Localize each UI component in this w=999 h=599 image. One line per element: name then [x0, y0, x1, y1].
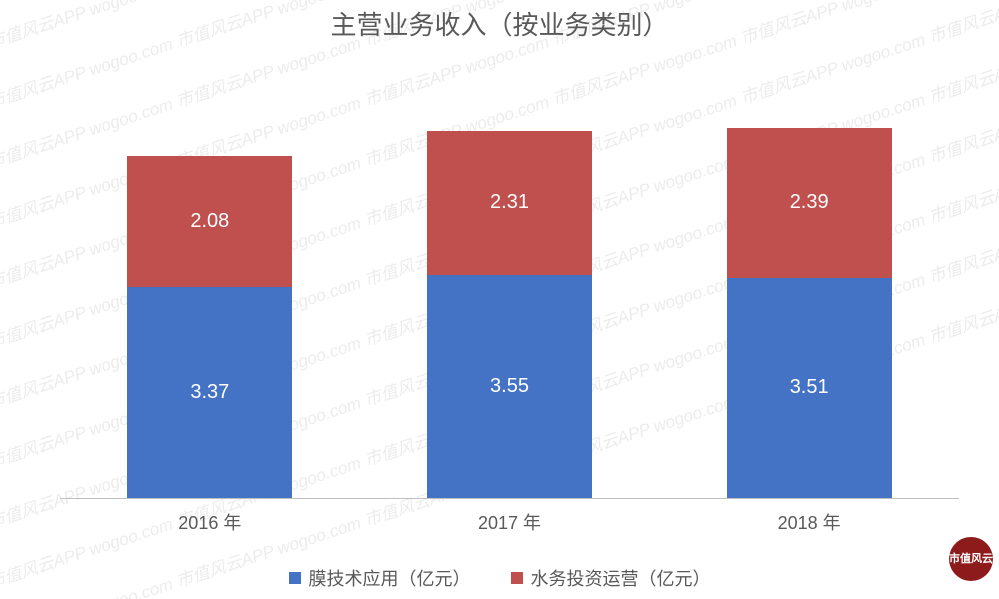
chart-container: 市值风云APP wogoo.com 市值风云APP wogoo.com 市值风云…	[0, 0, 999, 599]
bar-segment-1: 2.31	[427, 131, 592, 276]
plot-area: 3.37 2.08 3.55 2.31 3.51 2.39	[60, 60, 959, 499]
x-axis-label: 2017 年	[360, 509, 660, 535]
bar-segment-1: 2.08	[127, 156, 292, 286]
bar-value-label: 2.31	[490, 191, 529, 214]
bar-group-0: 3.37 2.08	[127, 156, 292, 498]
bar-value-label: 2.08	[190, 210, 229, 233]
bar-segment-0: 3.55	[427, 275, 592, 498]
legend-label: 水务投资运营（亿元）	[531, 565, 711, 591]
chart-title: 主营业务收入（按业务类别）	[0, 5, 999, 42]
legend-item-1: 水务投资运营（亿元）	[511, 565, 711, 591]
bar-group-2: 3.51 2.39	[727, 128, 892, 498]
bar-segment-1: 2.39	[727, 128, 892, 278]
legend-swatch	[511, 572, 523, 584]
bar-value-label: 3.55	[490, 375, 529, 398]
bar-value-label: 3.37	[190, 381, 229, 404]
legend-swatch	[289, 572, 301, 584]
logo-badge: 市值风云	[949, 537, 993, 581]
legend-item-0: 膜技术应用（亿元）	[289, 565, 471, 591]
bar-value-label: 3.51	[790, 376, 829, 399]
bar-group-1: 3.55 2.31	[427, 131, 592, 499]
logo-text: 市值风云	[949, 553, 993, 565]
legend-label: 膜技术应用（亿元）	[309, 565, 471, 591]
x-axis-label: 2016 年	[60, 509, 360, 535]
bar-segment-0: 3.51	[727, 278, 892, 498]
legend: 膜技术应用（亿元） 水务投资运营（亿元）	[0, 565, 999, 591]
bar-value-label: 2.39	[790, 191, 829, 214]
bar-segment-0: 3.37	[127, 287, 292, 498]
x-axis-label: 2018 年	[659, 509, 959, 535]
